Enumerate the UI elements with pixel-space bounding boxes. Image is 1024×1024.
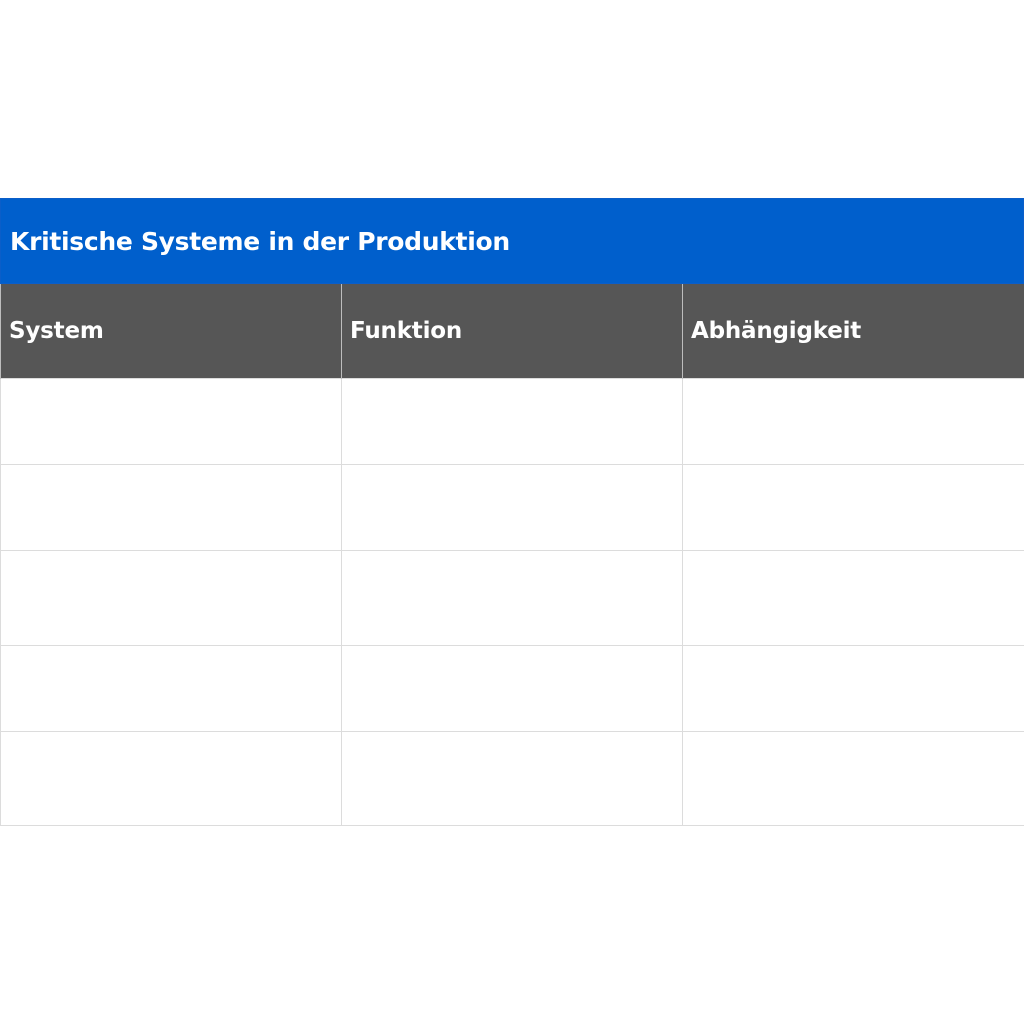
table-cell-funktion[interactable] — [341, 730, 683, 826]
table-cell-funktion[interactable] — [341, 644, 683, 732]
table-cell-abhaengigkeit[interactable] — [682, 644, 1024, 732]
table-row — [0, 644, 1024, 732]
table-cell-abhaengigkeit[interactable] — [682, 377, 1024, 465]
table-cell-system[interactable] — [0, 463, 342, 551]
table-cell-abhaengigkeit[interactable] — [682, 730, 1024, 826]
column-header-funktion: Funktion — [341, 284, 683, 378]
table-row — [0, 377, 1024, 465]
column-header-system: System — [0, 284, 342, 378]
table-title: Kritische Systeme in der Produktion — [0, 198, 1024, 284]
systems-grid: System Funktion Abhängigkeit — [0, 284, 1024, 826]
table-row — [0, 730, 1024, 826]
table-cell-system[interactable] — [0, 549, 342, 646]
table-cell-abhaengigkeit[interactable] — [682, 549, 1024, 646]
table-cell-funktion[interactable] — [341, 463, 683, 551]
table-cell-abhaengigkeit[interactable] — [682, 463, 1024, 551]
table-cell-system[interactable] — [0, 730, 342, 826]
column-header-abhaengigkeit: Abhängigkeit — [682, 284, 1024, 378]
table-cell-system[interactable] — [0, 644, 342, 732]
table-row — [0, 549, 1024, 646]
table-row — [0, 463, 1024, 551]
table-cell-funktion[interactable] — [341, 549, 683, 646]
table-cell-funktion[interactable] — [341, 377, 683, 465]
production-systems-table: Kritische Systeme in der Produktion Syst… — [0, 198, 1024, 826]
header-row: System Funktion Abhängigkeit — [0, 284, 1024, 378]
table-cell-system[interactable] — [0, 377, 342, 465]
